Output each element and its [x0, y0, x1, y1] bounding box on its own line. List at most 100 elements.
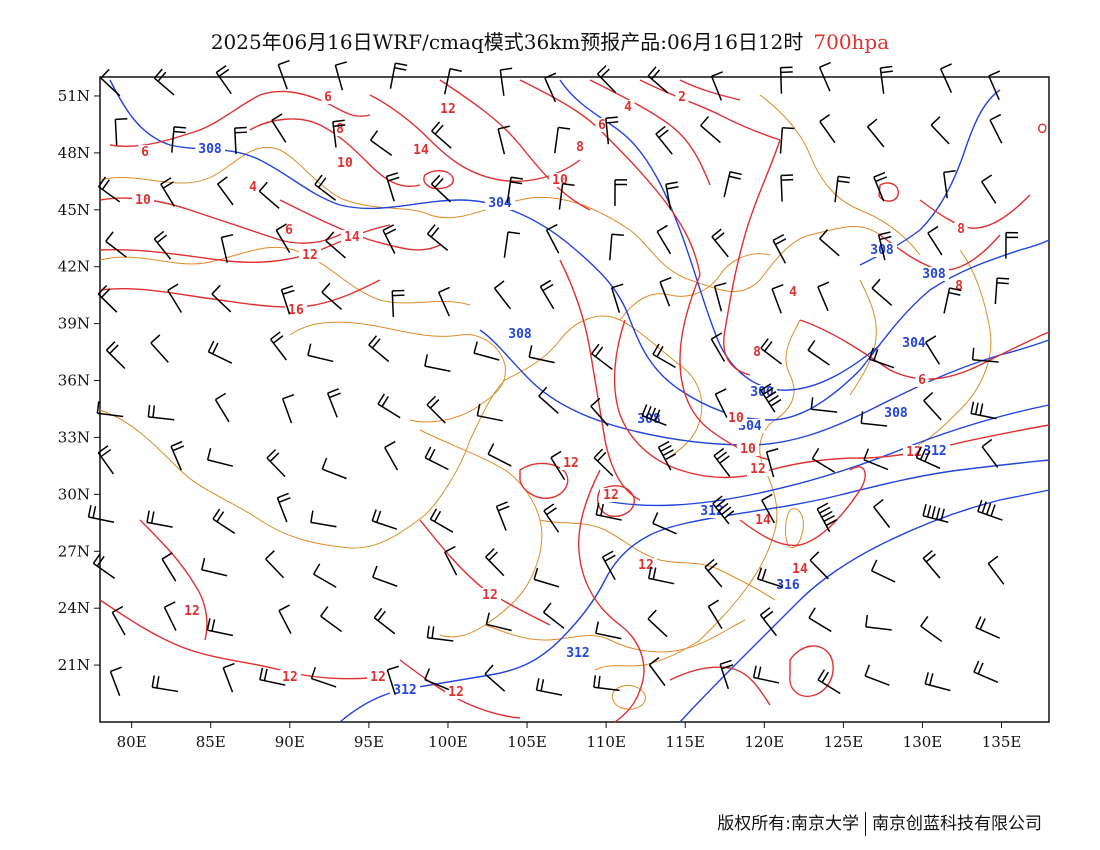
- wind-barb: [426, 625, 454, 642]
- pressure-level: 700hpa: [813, 30, 890, 54]
- wind-barb: [943, 170, 956, 199]
- temp-label: 2: [678, 90, 686, 105]
- wind-barb: [320, 606, 343, 633]
- wind-barb: [659, 276, 672, 307]
- temp-label-bg: [747, 462, 769, 476]
- wind-barb: [871, 278, 893, 306]
- temp-label-bg: [334, 156, 356, 170]
- wind-barb: [153, 68, 175, 96]
- temp-label: 8: [957, 222, 965, 237]
- temp-contour-12-north: [369, 94, 581, 182]
- lon-tick-label: 95E: [354, 733, 384, 751]
- wind-barb: [554, 126, 571, 154]
- wind-barb: [915, 446, 941, 470]
- guangxi-boundary: [484, 619, 746, 653]
- wind-barb: [212, 508, 236, 534]
- wind-barb: [605, 116, 619, 145]
- wind-barb: [819, 229, 840, 257]
- title-text: 2025年06月16日WRF/cmaq模式36km预报产品:06月16日12时: [210, 30, 804, 54]
- temp-label-bg: [410, 143, 432, 157]
- wind-barb: [307, 343, 334, 363]
- wind-barb: [656, 224, 672, 255]
- wind-barb: [485, 548, 505, 577]
- temp-contour-2: [679, 79, 741, 101]
- temp-label: 6: [324, 90, 332, 105]
- wind-barb: [970, 401, 997, 420]
- temp-label-bg: [437, 102, 459, 116]
- wind-barb: [538, 386, 559, 414]
- wind-barb: [424, 668, 450, 691]
- wind-barb: [609, 233, 624, 261]
- wind-barb: [810, 397, 838, 413]
- east-boundary: [619, 253, 771, 321]
- wind-barb: [591, 343, 613, 371]
- wind-barb: [647, 566, 675, 585]
- wind-barb: [596, 65, 617, 94]
- temp-label: 12: [302, 248, 318, 263]
- lon-tick-label: 115E: [665, 733, 705, 751]
- lat-tick-label: 51N: [58, 87, 90, 105]
- temp-label: 12: [440, 102, 456, 117]
- wind-barb: [92, 553, 116, 579]
- wind-barb: [864, 664, 890, 686]
- wind-barb: [544, 72, 557, 103]
- temp-label-bg: [299, 248, 321, 262]
- temp-label-bg: [750, 345, 764, 359]
- temp-contour-10-center: [613, 319, 771, 479]
- wind-barb: [160, 177, 175, 207]
- temp-contour-12-south: [578, 469, 645, 723]
- temp-label-bg: [341, 230, 363, 244]
- height-label-bg: [899, 336, 929, 350]
- temp-label-bg: [789, 562, 811, 576]
- wind-barb: [712, 495, 735, 525]
- wind-barb: [215, 64, 232, 95]
- temperature-contours: [99, 79, 1050, 723]
- wind-barb: [655, 125, 673, 155]
- temp-label-bg: [621, 100, 635, 114]
- lat-tick-label: 24N: [58, 599, 90, 617]
- wind-barb: [545, 223, 560, 254]
- temp-label: 14: [792, 562, 808, 577]
- wind-barb: [533, 567, 560, 588]
- wind-barb: [652, 343, 676, 369]
- wind-barb: [372, 565, 398, 587]
- wind-barb: [816, 502, 838, 533]
- wind-barb: [817, 281, 830, 312]
- wind-barb: [977, 499, 1003, 521]
- temp-label: 4: [789, 285, 797, 300]
- wind-barb: [259, 667, 286, 686]
- temp-label: 12: [603, 488, 619, 503]
- temp-label: 6: [598, 118, 606, 133]
- south-boundary: [539, 519, 776, 601]
- temp-label: 10: [135, 193, 151, 208]
- map-title: 2025年06月16日WRF/cmaq模式36km预报产品:06月16日12时 7…: [0, 26, 1100, 55]
- lat-tick-label: 33N: [58, 428, 90, 446]
- wind-barb: [499, 67, 513, 96]
- wind-barb: [665, 181, 679, 210]
- lon-tick-label: 120E: [745, 733, 785, 751]
- temp-label: 4: [624, 100, 632, 115]
- wind-barb: [1005, 231, 1019, 259]
- temp-label-bg: [600, 488, 622, 502]
- temp-contour-14: [279, 199, 441, 251]
- wind-barb: [280, 285, 295, 315]
- wind-barb: [752, 665, 780, 684]
- wind-barb: [924, 672, 951, 692]
- wind-barb: [765, 448, 779, 478]
- temp-label-bg: [725, 411, 747, 425]
- wind-barb: [819, 113, 836, 144]
- wind-barb: [111, 605, 126, 636]
- height-label: 304: [488, 196, 512, 211]
- wind-barb: [988, 70, 1001, 101]
- wind-barb: [543, 503, 560, 533]
- wind-barb: [487, 443, 512, 467]
- temp-label-bg: [675, 90, 689, 104]
- wind-barb: [313, 563, 337, 588]
- wind-barb: [163, 601, 177, 631]
- temp-label-bg: [479, 588, 501, 602]
- wind-barb: [281, 393, 295, 424]
- wind-barb: [809, 551, 829, 580]
- height-label-bg: [881, 406, 911, 420]
- temp-label-bg: [181, 604, 203, 618]
